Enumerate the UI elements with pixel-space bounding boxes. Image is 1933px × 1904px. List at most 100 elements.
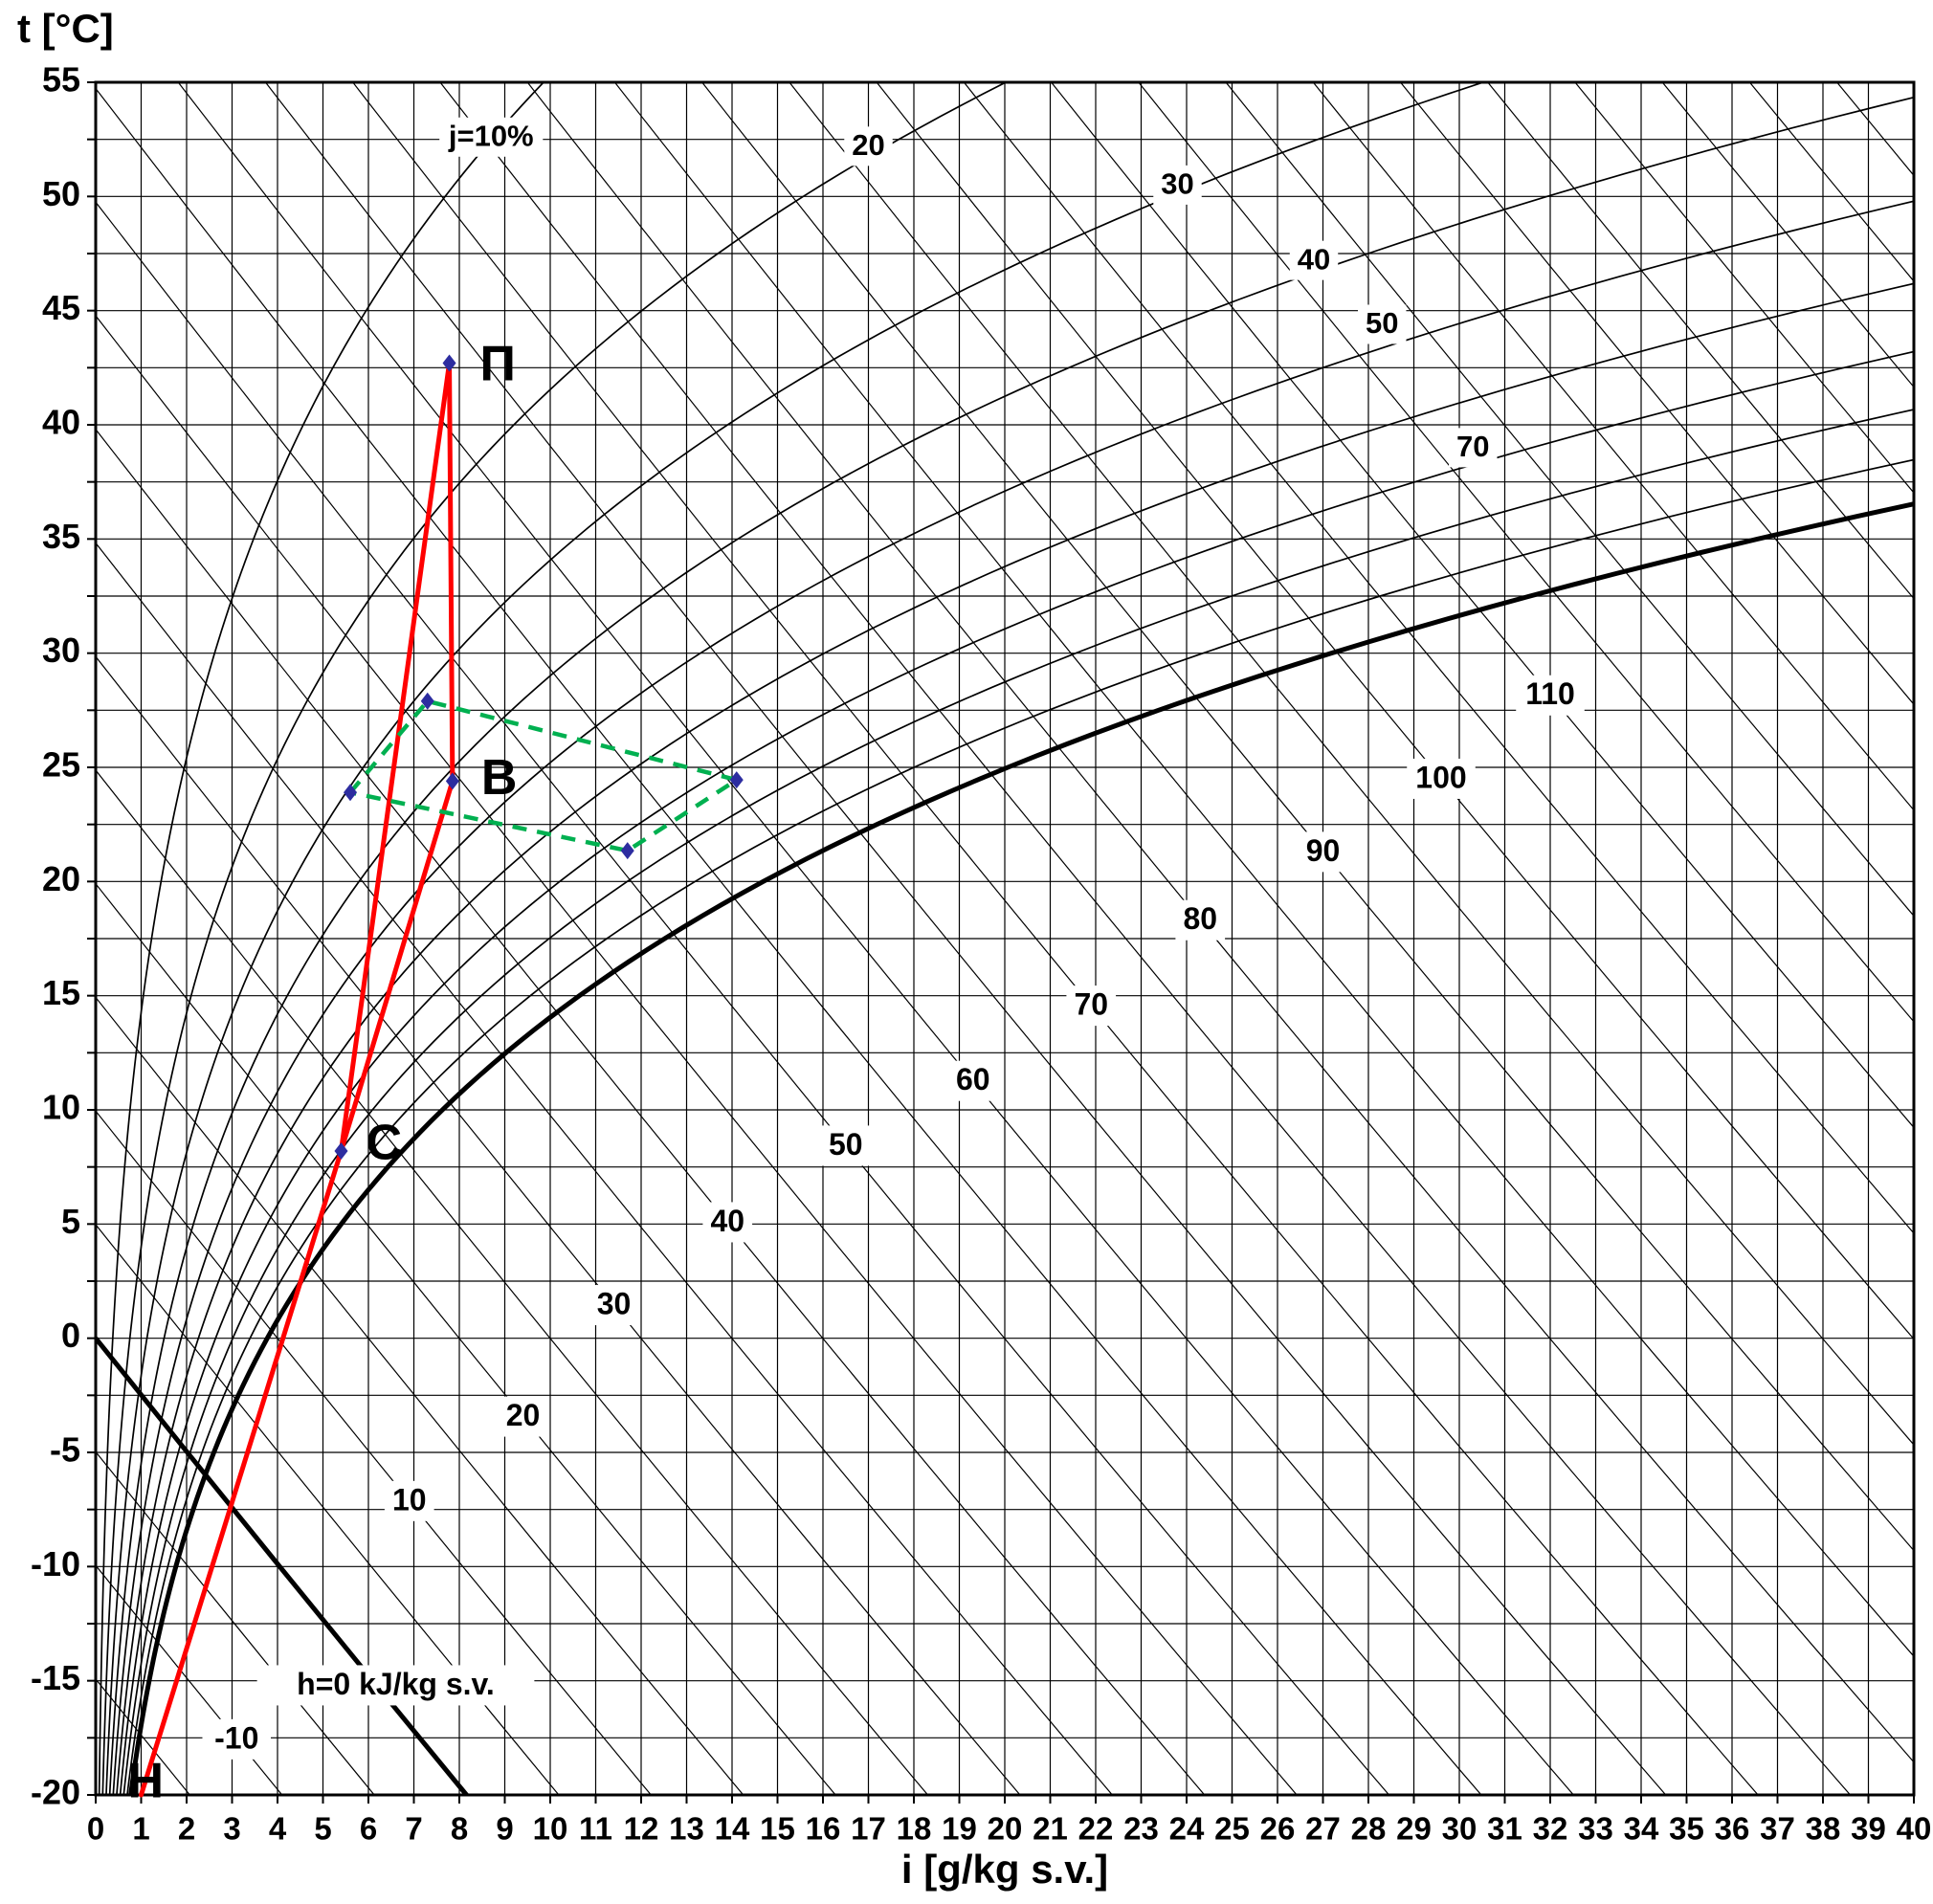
enthalpy-label: 90 (1306, 833, 1341, 868)
enthalpy-line (96, 315, 1298, 1795)
x-tick-label: 9 (496, 1811, 513, 1847)
point-label-В: В (481, 750, 518, 806)
humidity-curve (126, 458, 1914, 1795)
humidity-curves-layer (98, 82, 1914, 1795)
x-tick-label: 36 (1715, 1811, 1750, 1847)
x-tick-label: 11 (579, 1811, 612, 1847)
enthalpy-label: 40 (710, 1204, 744, 1238)
enthalpy-line-h0 (96, 1337, 470, 1795)
enthalpy-label: 20 (506, 1398, 541, 1432)
enthalpy-line (96, 429, 1206, 1795)
x-tick-label: 39 (1851, 1811, 1886, 1847)
humidity-curve (101, 82, 1007, 1795)
x-tick-label: 22 (1078, 1811, 1114, 1847)
y-tick-label: 55 (42, 60, 80, 100)
x-tick-label: 26 (1260, 1811, 1296, 1847)
x-tick-label: 1 (132, 1811, 149, 1847)
y-tick-label: 5 (61, 1202, 80, 1241)
process-layer: Н С В П (128, 336, 744, 1809)
y-tick-label: 10 (42, 1088, 80, 1127)
enthalpy-label-bg (1516, 675, 1585, 716)
enthalpy-line (96, 769, 929, 1795)
humidity-label: 30 (1161, 167, 1193, 201)
x-tick-label: 12 (624, 1811, 659, 1847)
point-label-П: П (480, 336, 516, 391)
humidity-label-bg (1449, 428, 1498, 468)
point-marker-diamond (445, 772, 459, 790)
x-tick-label: 28 (1351, 1811, 1387, 1847)
enthalpy-line (96, 201, 1390, 1795)
enthalpy-line (963, 82, 1914, 1234)
x-tick-label: 17 (851, 1811, 886, 1847)
y-tick-label: 30 (42, 631, 80, 670)
enthalpy-line (96, 883, 836, 1795)
x-tick-label: 13 (669, 1811, 704, 1847)
enthalpy-line (96, 88, 1482, 1795)
humidity-label-bg (1358, 304, 1407, 344)
x-tick-label: 10 (533, 1811, 568, 1847)
humidity-label-bg (1289, 240, 1339, 280)
enthalpy-label-bg (820, 1125, 871, 1166)
y-tick-label: 25 (42, 745, 80, 785)
enthalpy-label: 100 (1415, 760, 1466, 794)
x-tick-label: 20 (988, 1811, 1023, 1847)
enthalpy-label: 10 (392, 1482, 427, 1517)
humidity-label-bg (844, 126, 893, 166)
x-axis-title: i [g/kg s.v.] (901, 1847, 1108, 1892)
enthalpy-label: 30 (597, 1286, 632, 1320)
y-tick-label: -5 (50, 1430, 80, 1470)
point-marker-diamond (442, 354, 456, 372)
humidity-label: j=10% (448, 119, 534, 152)
y-tick-label: -20 (31, 1773, 80, 1812)
x-tick-label: 14 (715, 1811, 750, 1847)
x-tick-label: 37 (1760, 1811, 1795, 1847)
x-tick-label: 29 (1396, 1811, 1432, 1847)
enthalpy-line (177, 82, 1575, 1795)
point-marker-diamond (334, 1141, 348, 1160)
y-tick-label: -10 (31, 1544, 80, 1583)
y-tick-label: 50 (42, 174, 80, 213)
x-tick-label: 0 (87, 1811, 104, 1847)
x-tick-label: 15 (760, 1811, 795, 1847)
enthalpy-line (700, 82, 1914, 1552)
enthalpy-label: 70 (1074, 987, 1108, 1022)
enthalpy-line (96, 1224, 560, 1795)
x-tick-label: 21 (1033, 1811, 1068, 1847)
enthalpy-line (1574, 82, 1914, 494)
enthalpy-label-bg (1298, 831, 1348, 873)
enthalpy-line (1312, 82, 1914, 811)
humidity-label-bg (439, 117, 544, 157)
enthalpy-line (1050, 82, 1914, 1128)
enthalpy-label: 50 (829, 1127, 863, 1162)
point-marker-diamond (729, 771, 744, 789)
grid-layer (95, 81, 1915, 1796)
x-tick-label: 40 (1897, 1811, 1932, 1847)
y-axis-title: t [°C] (17, 6, 114, 51)
x-tick-label: 32 (1533, 1811, 1568, 1847)
x-tick-label: 35 (1669, 1811, 1704, 1847)
enthalpy-label-bg (1407, 758, 1476, 799)
enthalpy-line (96, 655, 1021, 1795)
y-tick-label: 15 (42, 973, 80, 1012)
x-tick-label: 31 (1487, 1811, 1522, 1847)
x-tick-label: 5 (314, 1811, 331, 1847)
x-tick-label: 2 (178, 1811, 195, 1847)
enthalpy-line (96, 997, 744, 1795)
enthalpy-label-bg (947, 1060, 998, 1101)
x-tick-label: 33 (1578, 1811, 1613, 1847)
y-tick-label: 20 (42, 859, 80, 898)
enthalpy-line (264, 82, 1667, 1795)
enthalpy-line (96, 542, 1114, 1795)
x-tick-label: 8 (451, 1811, 468, 1847)
enthalpy-lines-layer (96, 82, 1914, 1795)
mixing-polygon (345, 698, 743, 853)
enthalpy-zero-label: h=0 kJ/kg s.v. (297, 1667, 495, 1701)
enthalpy-line (1486, 82, 1914, 600)
point-label-С: С (367, 1116, 403, 1171)
axis-ticks-layer: 0 1 2 3 4 5 6 7 8 9 10 11 12 13 14 15 16 17 18 19 20 21 22 23 24… (31, 60, 1931, 1847)
x-tick-label: 16 (806, 1811, 841, 1847)
enthalpy-line (876, 82, 1914, 1339)
